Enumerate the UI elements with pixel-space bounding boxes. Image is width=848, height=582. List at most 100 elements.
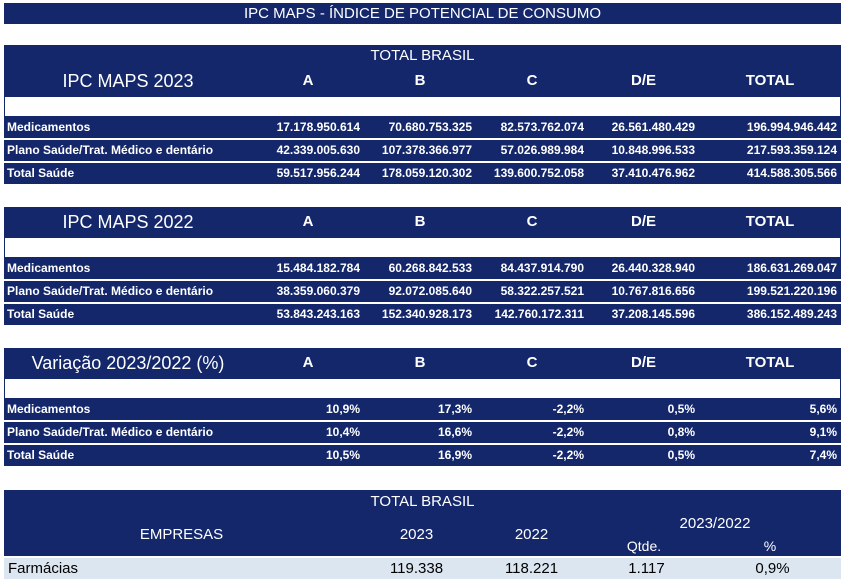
row-value: 92.072.085.640 (388, 284, 472, 298)
row-value: 7,4% (809, 448, 837, 462)
row-value: 152.340.928.173 (381, 307, 472, 321)
table-row: Total Saúde 10,5% 16,9% -2,2% 0,5% 7,4% (4, 445, 841, 466)
table-row: Total Saúde 59.517.956.244 178.059.120.302… (4, 163, 841, 184)
row-value: 42.339.005.630 (276, 143, 360, 157)
value-2022: 118.221 (504, 560, 559, 577)
row-value: 82.573.762.074 (500, 120, 584, 134)
column-header: D/E (630, 213, 656, 230)
column-header: TOTAL (745, 213, 795, 230)
table-heading: IPC MAPS 2023 (62, 71, 194, 91)
table-row: Medicamentos 17.178.950.614 70.680.753.325… (4, 117, 841, 138)
table-3: Variação 2023/2022 (%) A B C D/E TOTAL Medicam… (4, 348, 841, 468)
column-header: C (526, 72, 538, 89)
row-value: 16,9% (437, 448, 472, 462)
section-title: TOTAL BRASIL (4, 45, 841, 66)
table-spacer (4, 378, 841, 399)
pct-header: % (763, 538, 777, 554)
row-value: 26.440.328.940 (611, 261, 695, 275)
row-value: 58.322.257.521 (500, 284, 584, 298)
column-header: TOTAL (745, 72, 795, 89)
row-value: 0,8% (667, 425, 695, 439)
value-qtde: 1.117 (628, 560, 665, 577)
table-header: IPC MAPS 2022 A B C D/E TOTAL (4, 207, 841, 237)
column-header: D/E (630, 72, 656, 89)
row-value: 10,4% (325, 425, 360, 439)
row-value: 196.994.946.442 (746, 120, 837, 134)
row-label: Plano Saúde/Trat. Médico e dentário (7, 425, 214, 439)
table-heading: Variação 2023/2022 (%) (31, 353, 225, 373)
table-header: IPC MAPS 2023 A B C D/E TOTAL (4, 66, 841, 96)
row-value: -2,2% (552, 425, 584, 439)
column-header: A (302, 354, 314, 371)
row-value: 199.521.220.196 (746, 284, 837, 298)
table-heading: IPC MAPS 2022 (62, 212, 194, 232)
row-value: 0,5% (667, 448, 695, 462)
table-row: Plano Saúde/Trat. Médico e dentário 42.33… (4, 140, 841, 161)
row-label: Total Saúde (7, 448, 75, 462)
table-row: Medicamentos 15.484.182.784 60.268.842.533… (4, 258, 841, 279)
row-value: 10,9% (325, 402, 360, 416)
empresas-section-title: TOTAL BRASIL (4, 490, 841, 513)
row-value: 10,5% (325, 448, 360, 462)
row-value: 38.359.060.379 (276, 284, 360, 298)
column-header: B (414, 72, 426, 89)
row-value: 10.767.816.656 (611, 284, 695, 298)
row-value: 142.760.172.311 (494, 307, 584, 321)
row-value: 37.410.476.962 (611, 166, 695, 180)
row-value: 10.848.996.533 (611, 143, 695, 157)
row-value: 0,5% (667, 402, 695, 416)
table-header: Variação 2023/2022 (%) A B C D/E TOTAL (4, 348, 841, 378)
row-value: 178.059.120.302 (381, 166, 472, 180)
column-header: B (414, 213, 426, 230)
row-value: 107.378.366.977 (381, 143, 472, 157)
row-value: 60.268.842.533 (388, 261, 472, 275)
table-spacer (4, 237, 841, 258)
table-row: Plano Saúde/Trat. Médico e dentário 10,4%… (4, 422, 841, 443)
table-row: Plano Saúde/Trat. Médico e dentário 38.35… (4, 281, 841, 302)
row-value: 37.208.145.596 (611, 307, 695, 321)
empresas-label: EMPRESAS (139, 526, 224, 543)
column-header: A (302, 213, 314, 230)
value-pct: 0,9% (755, 560, 790, 577)
row-label: Medicamentos (7, 261, 91, 275)
year-2022-header: 2022 (514, 526, 549, 543)
column-header: TOTAL (745, 354, 795, 371)
row-value: -2,2% (552, 402, 584, 416)
row-value: 26.561.480.429 (611, 120, 695, 134)
row-label: Plano Saúde/Trat. Médico e dentário (7, 284, 214, 298)
column-header: C (526, 213, 538, 230)
empresas-header: EMPRESAS 2023 2022 2023/2022 Qtde. % (4, 513, 841, 556)
row-label: Total Saúde (7, 307, 75, 321)
page-title: IPC MAPS - ÍNDICE DE POTENCIAL DE CONSUM… (4, 3, 841, 24)
row-value: 17.178.950.614 (276, 120, 360, 134)
row-value: 139.600.752.058 (493, 166, 584, 180)
table-1: IPC MAPS 2023 A B C D/E TOTAL Medicamentos 17.1… (4, 66, 841, 186)
row-value: 70.680.753.325 (388, 120, 472, 134)
row-value: 5,6% (809, 402, 837, 416)
row-value: 217.593.359.124 (746, 143, 837, 157)
row-value: 15.484.182.784 (276, 261, 360, 275)
column-header: C (526, 354, 538, 371)
row-label: Total Saúde (7, 166, 75, 180)
variation-header: 2023/2022 (679, 515, 751, 532)
year-2023-header: 2023 (399, 526, 434, 543)
empresas-row-farmacias: Farmácias 119.338 118.221 1.117 0,9% (4, 558, 841, 579)
column-header: D/E (630, 354, 656, 371)
row-label: Medicamentos (7, 120, 91, 134)
row-value: 17,3% (437, 402, 472, 416)
table-row: Total Saúde 53.843.243.163 152.340.928.173… (4, 304, 841, 325)
column-header: B (414, 354, 426, 371)
column-header: A (302, 72, 314, 89)
row-value: 386.152.489.243 (746, 307, 837, 321)
row-value: 16,6% (437, 425, 472, 439)
row-label: Medicamentos (7, 402, 91, 416)
value-2023: 119.338 (389, 560, 444, 577)
table-row: Medicamentos 10,9% 17,3% -2,2% 0,5% 5,6% (4, 399, 841, 420)
row-value: 414.588.305.566 (746, 166, 837, 180)
table-spacer (4, 96, 841, 117)
row-value: 53.843.243.163 (276, 307, 360, 321)
table-2: IPC MAPS 2022 A B C D/E TOTAL Medicamentos 15.4… (4, 207, 841, 327)
row-value: 59.517.956.244 (276, 166, 360, 180)
qtde-header: Qtde. (626, 538, 662, 554)
row-value: -2,2% (552, 448, 584, 462)
